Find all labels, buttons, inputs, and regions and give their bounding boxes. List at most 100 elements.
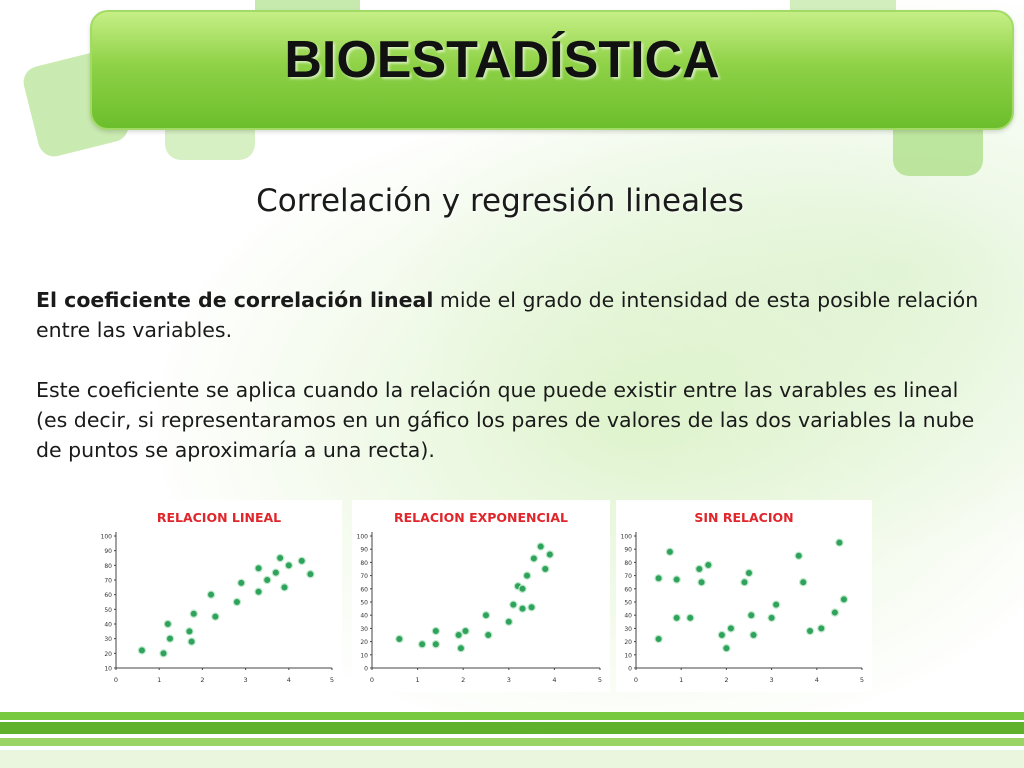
data-point	[536, 542, 545, 551]
x-tick-label: 2	[724, 676, 728, 684]
data-point	[697, 577, 706, 587]
chart-panel-linear: RELACION LINEAL 10 20 30 40 50 60 70 80 90 100 0 1 2 3…	[96, 500, 342, 692]
data-point	[509, 600, 518, 609]
data-point	[271, 568, 281, 577]
data-point	[189, 609, 198, 618]
x-tick-label: 5	[330, 676, 334, 684]
slide-subtitle: Correlación y regresión lineales	[256, 183, 744, 219]
y-tick-label: 10	[104, 666, 112, 673]
x-tick-label: 0	[370, 676, 374, 684]
chart-title: SIN RELACION	[694, 510, 793, 525]
data-point	[275, 553, 285, 563]
footer-stripe	[0, 750, 1024, 768]
data-point	[237, 578, 246, 588]
data-point	[254, 587, 263, 596]
data-point	[159, 649, 168, 658]
y-tick-label: 60	[624, 586, 632, 593]
scatter-chart-exponential: RELACION EXPONENCIAL01020304050607080901…	[357, 510, 603, 684]
data-point	[306, 569, 315, 579]
y-tick-label: 60	[104, 592, 112, 599]
data-point	[518, 584, 527, 594]
y-tick-label: 70	[360, 573, 368, 580]
data-point	[211, 612, 220, 621]
data-point	[722, 643, 731, 653]
data-point	[456, 643, 466, 653]
data-point	[280, 583, 289, 592]
footer-stripe	[0, 738, 1024, 746]
data-point	[284, 561, 293, 570]
x-tick-label: 0	[634, 676, 638, 684]
data-point	[395, 634, 404, 644]
data-point	[767, 613, 776, 623]
y-tick-label: 80	[624, 560, 632, 567]
x-tick-label: 4	[815, 676, 819, 684]
data-point	[672, 575, 681, 584]
data-point	[695, 564, 704, 574]
y-tick-label: 80	[104, 563, 112, 570]
chart-title: RELACION LINEAL	[157, 510, 281, 525]
x-tick-label: 4	[552, 676, 556, 684]
data-point	[431, 640, 441, 649]
y-tick-label: 50	[104, 607, 112, 614]
data-point	[794, 551, 803, 561]
x-tick-label: 2	[461, 676, 465, 684]
x-tick-label: 1	[416, 676, 420, 684]
data-point	[726, 624, 736, 633]
y-tick-label: 0	[364, 666, 368, 673]
x-tick-label: 1	[679, 676, 683, 684]
data-point	[717, 630, 727, 640]
x-tick-label: 5	[598, 676, 602, 684]
scatter-chart-no-relation: SIN RELACION 0 10 20 30 40 50 60 70 80 90 100 0 1 2 3 4 5	[621, 510, 865, 684]
data-point	[805, 626, 815, 636]
data-point	[740, 577, 749, 587]
y-tick-label: 50	[360, 600, 368, 607]
y-tick-label: 100	[621, 534, 633, 541]
data-point	[461, 626, 470, 636]
y-tick-label: 70	[104, 578, 112, 585]
data-point	[187, 637, 196, 646]
data-point	[527, 603, 536, 612]
data-point	[654, 634, 663, 644]
y-tick-label: 10	[624, 652, 632, 659]
data-point	[522, 571, 532, 580]
data-point	[431, 626, 441, 636]
data-point	[185, 627, 194, 636]
paragraph-definition-rest: mide el grado de intensidad de esta posi…	[36, 288, 979, 342]
paragraph-application: Este coeficiente se aplica cuando la rel…	[36, 378, 975, 462]
x-tick-label: 4	[287, 676, 291, 684]
y-tick-label: 10	[360, 652, 368, 659]
data-point	[654, 574, 663, 583]
x-tick-label: 5	[860, 676, 864, 684]
data-point	[817, 624, 826, 633]
y-tick-label: 30	[360, 626, 368, 633]
data-point	[297, 556, 306, 566]
data-point	[545, 550, 555, 559]
y-tick-label: 80	[360, 560, 368, 567]
data-point	[799, 577, 808, 587]
x-tick-label: 3	[770, 676, 774, 684]
paragraph-definition: El coeficiente de correlación lineal mid…	[36, 285, 991, 345]
x-tick-label: 0	[114, 676, 118, 684]
data-point	[835, 538, 844, 547]
y-tick-label: 70	[624, 573, 632, 580]
chart-panel-no-relation: SIN RELACION 0 10 20 30 40 50 60 70 80 90 100 0 1 2 3 4 5	[616, 500, 872, 692]
data-point	[665, 547, 675, 557]
y-tick-label: 20	[360, 639, 368, 646]
y-tick-label: 100	[357, 534, 369, 541]
data-point	[137, 646, 147, 655]
data-point	[672, 613, 681, 623]
data-point	[206, 590, 216, 599]
data-point	[454, 630, 463, 640]
y-tick-label: 90	[624, 547, 632, 554]
title-bar	[90, 10, 1014, 130]
y-tick-label: 20	[104, 651, 112, 658]
x-tick-label: 1	[157, 676, 161, 684]
y-tick-label: 90	[360, 547, 368, 554]
y-tick-label: 0	[628, 666, 632, 673]
data-point	[749, 630, 758, 640]
slide-title: BIOESTADÍSTICA	[284, 31, 720, 89]
y-tick-label: 90	[104, 548, 112, 555]
y-tick-label: 100	[101, 534, 113, 541]
data-point	[504, 617, 513, 627]
data-point	[262, 575, 272, 585]
